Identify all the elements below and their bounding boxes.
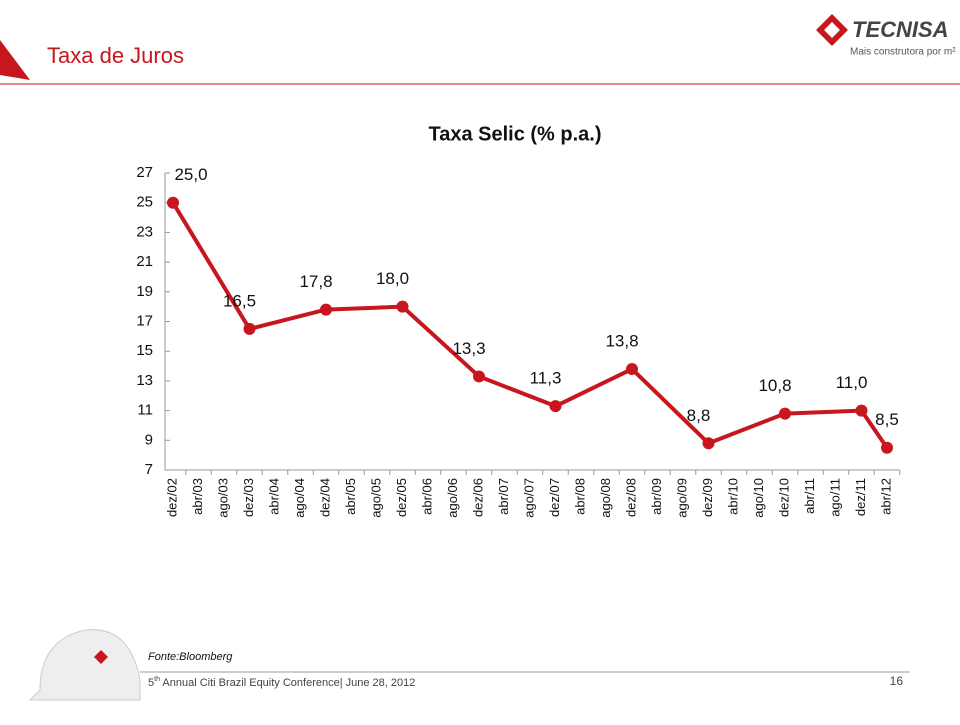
x-tick-label: abr/08 (572, 478, 587, 515)
page-number: 16 (890, 674, 904, 688)
value-label: 13,3 (452, 339, 485, 358)
x-tick-label: ago/08 (598, 478, 613, 518)
y-tick-label: 9 (145, 431, 153, 448)
point (626, 363, 638, 376)
source: Fonte:Bloomberg (148, 651, 233, 663)
logo-tagline: Mais construtora por m² (850, 47, 956, 58)
y-tick-label: 27 (136, 164, 153, 181)
logo-text: TECNISA (852, 17, 949, 42)
plot: 7 9 11 13 15 17 19 21 23 25 27 dez/02 abr/03 ago/03 de… (136, 164, 901, 518)
value-label: 8,5 (875, 410, 899, 429)
x-tick-label: dez/05 (394, 478, 409, 517)
x-tick-label: dez/10 (776, 478, 791, 517)
value-label: 18,0 (376, 269, 409, 288)
value-label: 25,0 (174, 165, 207, 184)
value-label: 17,8 (299, 272, 332, 291)
value-label: 16,5 (223, 291, 256, 310)
footer-text: Annual Citi Brazil Equity Conference| Ju… (160, 677, 415, 689)
point (473, 370, 485, 383)
x-tick-label: ago/03 (215, 478, 230, 518)
x-tick-label: abr/05 (343, 478, 358, 515)
x-tick-label: abr/07 (496, 478, 511, 515)
point (702, 437, 715, 450)
value-label: 11,3 (530, 369, 562, 388)
y-tick-label: 11 (137, 402, 153, 419)
x-tick-label: dez/08 (623, 478, 638, 517)
logo: TECNISA Mais construtora por m² (816, 14, 956, 58)
footer-sup: th (154, 676, 160, 683)
x-tick-label: abr/03 (190, 478, 205, 515)
x-tick-label: ago/09 (674, 478, 689, 518)
x-tick-label: abr/10 (725, 478, 740, 515)
corner-accent (0, 40, 30, 80)
y-tick-label: 7 (145, 461, 153, 478)
x-tick-label: ago/07 (521, 478, 536, 518)
x-tick-label: dez/06 (470, 478, 485, 517)
value-label: 10,8 (758, 376, 791, 395)
x-tick-label: dez/04 (317, 478, 332, 517)
point (167, 196, 179, 209)
x-tick-label: abr/12 (878, 478, 893, 515)
chart-title: Taxa Selic (% p.a.) (428, 123, 601, 145)
y-tick-label: 15 (136, 342, 153, 359)
point (881, 441, 893, 454)
x-tick-label: abr/06 (419, 478, 434, 515)
value-label: 13,8 (605, 332, 638, 351)
y-tick-label: 19 (136, 283, 153, 300)
y-tick-label: 13 (136, 372, 153, 389)
point (320, 303, 332, 316)
helmet (28, 629, 141, 701)
footer-number: 5 (148, 677, 154, 689)
x-tick-label: ago/04 (292, 478, 307, 518)
value-label: 8,8 (687, 406, 711, 425)
x-tick-label: dez/11 (853, 478, 868, 516)
y-tick-label: 17 (136, 312, 153, 329)
y-tick-label: 23 (136, 223, 153, 240)
point (855, 404, 868, 417)
point (779, 407, 791, 420)
slide-title: Taxa de Juros (47, 43, 184, 68)
x-tick-label: ago/06 (445, 478, 460, 518)
x-tick-label: ago/05 (368, 478, 383, 518)
y-tick-label: 21 (136, 253, 153, 270)
x-tick-label: dez/09 (700, 478, 715, 517)
x-tick-label: abr/11 (802, 478, 817, 514)
x-tick-label: abr/09 (649, 478, 664, 515)
point (396, 300, 409, 313)
point (243, 322, 256, 335)
helmet-logo (94, 650, 108, 664)
x-tick-label: dez/02 (164, 478, 179, 517)
footer: 5th Annual Citi Brazil Equity Conference… (148, 676, 415, 689)
x-tick-label: ago/11 (827, 478, 842, 517)
x-tick-label: dez/07 (547, 478, 562, 517)
x-tick-label: ago/10 (751, 478, 766, 518)
logo-icon-inner (824, 22, 840, 38)
x-tick-label: dez/03 (241, 478, 256, 517)
point (549, 400, 562, 413)
value-label: 11,0 (836, 373, 868, 392)
y-tick-label: 25 (136, 194, 153, 211)
x-tick-label: abr/04 (266, 478, 281, 515)
